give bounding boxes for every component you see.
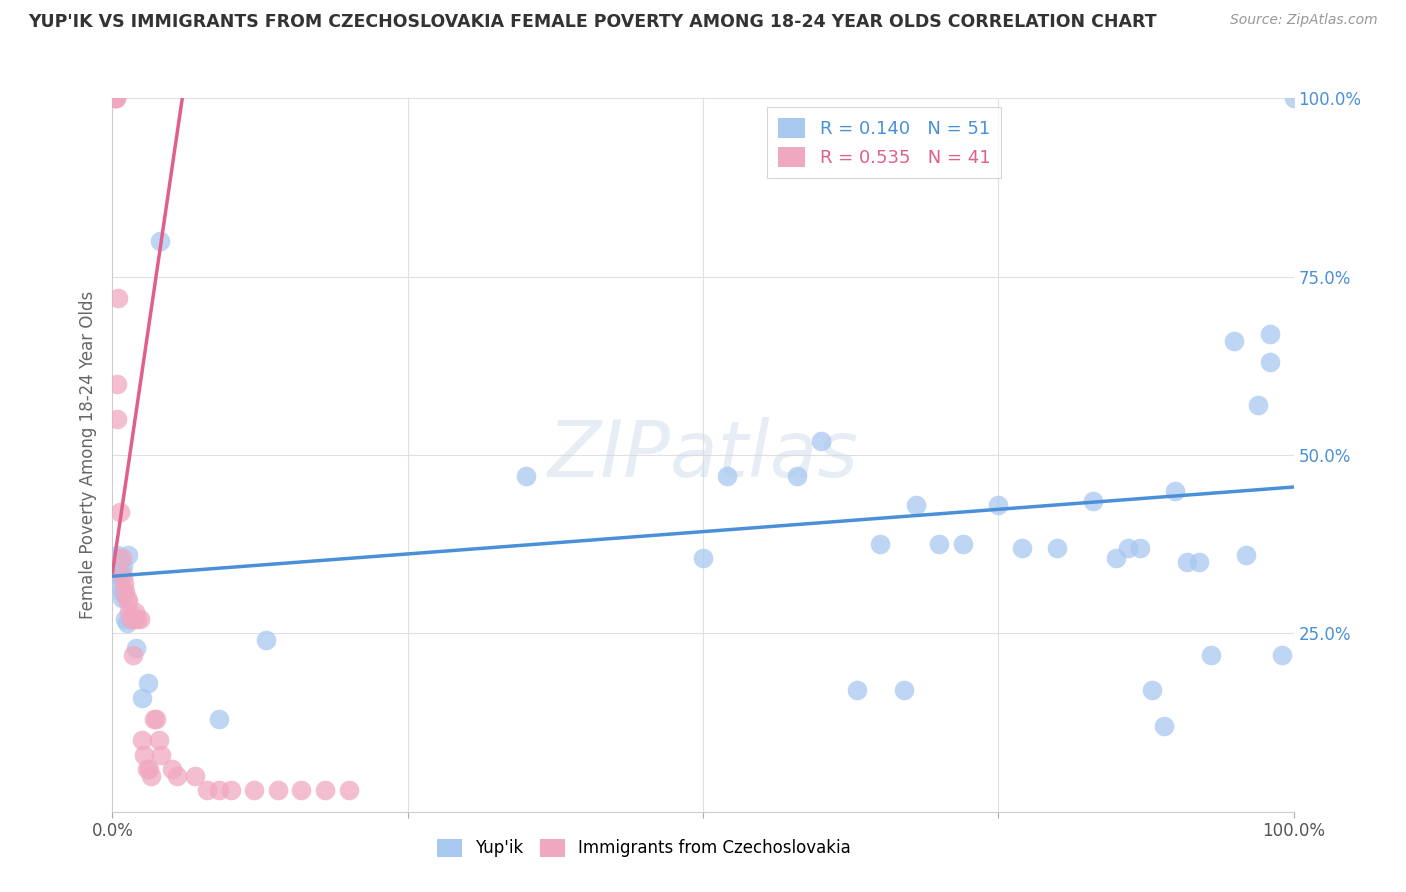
Point [184, 769, 207, 783]
Point [1282, 91, 1305, 105]
Point [166, 769, 188, 783]
Point [111, 551, 134, 566]
Point [111, 591, 134, 605]
Point [141, 769, 163, 783]
Point [122, 612, 145, 626]
Point [134, 747, 156, 762]
Point [1175, 555, 1198, 569]
Point [149, 234, 172, 248]
Point [107, 566, 129, 580]
Text: Source: ZipAtlas.com: Source: ZipAtlas.com [1230, 13, 1378, 28]
Point [243, 783, 266, 797]
Point [118, 605, 141, 619]
Point [160, 762, 183, 776]
Point [208, 783, 231, 797]
Point [515, 469, 537, 483]
Point [1188, 555, 1211, 569]
Point [692, 551, 714, 566]
Point [1258, 355, 1281, 369]
Point [142, 712, 165, 726]
Point [148, 733, 170, 747]
Point [845, 683, 868, 698]
Point [121, 648, 143, 662]
Point [810, 434, 832, 448]
Point [131, 690, 153, 705]
Point [786, 469, 808, 483]
Point [105, 91, 128, 105]
Point [314, 783, 336, 797]
Point [128, 612, 150, 626]
Point [136, 676, 159, 690]
Point [219, 783, 242, 797]
Point [337, 783, 360, 797]
Point [149, 747, 172, 762]
Point [952, 537, 974, 551]
Point [117, 548, 139, 562]
Point [108, 505, 131, 519]
Point [112, 576, 135, 591]
Point [904, 498, 927, 512]
Point [1164, 483, 1187, 498]
Point [267, 783, 290, 797]
Point [290, 783, 312, 797]
Point [1046, 541, 1069, 555]
Point [1081, 494, 1104, 508]
Point [1011, 541, 1033, 555]
Point [114, 583, 136, 598]
Point [1234, 548, 1257, 562]
Text: ZIPatlas: ZIPatlas [547, 417, 859, 493]
Point [1105, 551, 1128, 566]
Point [124, 605, 146, 619]
Y-axis label: Female Poverty Among 18-24 Year Olds: Female Poverty Among 18-24 Year Olds [79, 291, 97, 619]
Point [112, 558, 135, 573]
Point [1140, 683, 1163, 698]
Point [120, 612, 142, 626]
Point [1116, 541, 1139, 555]
Point [145, 712, 167, 726]
Point [115, 591, 138, 605]
Legend: Yup'ik, Immigrants from Czechoslovakia: Yup'ik, Immigrants from Czechoslovakia [430, 832, 858, 864]
Point [103, 91, 125, 105]
Point [1223, 334, 1246, 348]
Point [125, 640, 148, 655]
Point [105, 91, 128, 105]
Point [112, 587, 135, 601]
Point [254, 633, 277, 648]
Point [111, 583, 134, 598]
Point [105, 376, 128, 391]
Point [127, 612, 149, 626]
Text: YUP'IK VS IMMIGRANTS FROM CZECHOSLOVAKIA FEMALE POVERTY AMONG 18-24 YEAR OLDS CO: YUP'IK VS IMMIGRANTS FROM CZECHOSLOVAKIA… [28, 13, 1157, 31]
Point [105, 412, 128, 426]
Point [135, 762, 157, 776]
Point [208, 712, 231, 726]
Point [115, 615, 138, 630]
Point [195, 783, 218, 797]
Point [138, 762, 160, 776]
Point [893, 683, 915, 698]
Point [1129, 541, 1152, 555]
Point [107, 291, 129, 305]
Point [117, 594, 139, 608]
Point [869, 537, 891, 551]
Point [104, 91, 127, 105]
Point [1271, 648, 1294, 662]
Point [1199, 648, 1222, 662]
Point [108, 580, 131, 594]
Point [1258, 326, 1281, 341]
Point [108, 569, 131, 583]
Point [1247, 398, 1270, 412]
Point [928, 537, 950, 551]
Point [114, 612, 136, 626]
Point [110, 562, 132, 576]
Point [112, 569, 135, 583]
Point [1153, 719, 1175, 733]
Point [105, 548, 128, 562]
Point [131, 733, 153, 747]
Point [987, 498, 1010, 512]
Point [105, 551, 128, 566]
Point [120, 612, 142, 626]
Point [716, 469, 738, 483]
